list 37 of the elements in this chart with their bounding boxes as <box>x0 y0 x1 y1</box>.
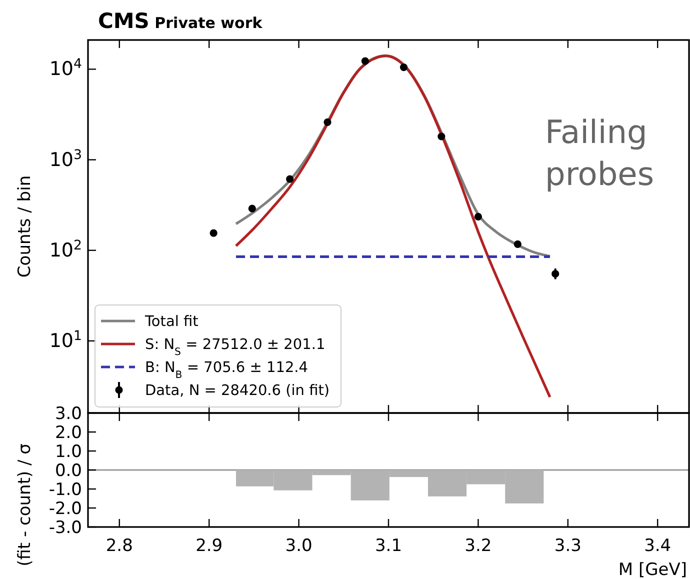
x-tick-label: 3.2 <box>464 536 492 556</box>
legend-label: S: N$_{S}$ = 27512.0 ± 201.1 <box>145 337 326 358</box>
point <box>210 229 218 237</box>
point <box>400 63 408 72</box>
y-axis-title: (fit - count) / σ <box>15 443 35 566</box>
legend-label: Data, N = 28420.6 (in fit) <box>145 383 330 399</box>
y-tick-label: -1.0 <box>48 480 82 500</box>
point <box>474 212 482 221</box>
point <box>286 175 294 183</box>
y-axis-title: Counts / bin <box>15 175 35 278</box>
chart-title: CMS Private work <box>98 9 264 33</box>
x-tick-label: 3.0 <box>285 536 312 556</box>
x-tick-label: 3.3 <box>554 536 582 556</box>
x-tick-label: 2.9 <box>196 536 223 556</box>
point <box>438 132 446 140</box>
point <box>514 240 522 248</box>
x-tick-label: 3.4 <box>644 536 672 556</box>
x-tick-label: 3.1 <box>374 536 402 556</box>
y-tick-label: 10$^{1}$ <box>49 328 82 352</box>
point <box>324 118 332 126</box>
annotation: Failing probes <box>545 113 654 193</box>
point <box>248 204 256 212</box>
y-tick-label: 10$^{3}$ <box>49 147 82 171</box>
y-tick-label: 0.0 <box>54 461 82 481</box>
y-tick-label: 2.0 <box>54 423 82 443</box>
legend-label: B: N$_{B}$ = 705.6 ± 112.4 <box>145 360 308 380</box>
y-tick-label: 10$^{2}$ <box>49 238 82 262</box>
legend-label: Total fit <box>144 314 199 330</box>
point <box>361 57 369 65</box>
x-axis-title: M [GeV] <box>618 560 687 579</box>
y-tick-label: 3.0 <box>54 404 82 424</box>
point <box>552 270 560 278</box>
y-tick-label: -3.0 <box>48 518 82 538</box>
y-tick-label: 10$^{4}$ <box>49 56 82 80</box>
y-tick-label: -2.0 <box>48 499 82 519</box>
x-tick-label: 2.8 <box>106 536 133 556</box>
y-tick-label: 1.0 <box>54 442 82 462</box>
